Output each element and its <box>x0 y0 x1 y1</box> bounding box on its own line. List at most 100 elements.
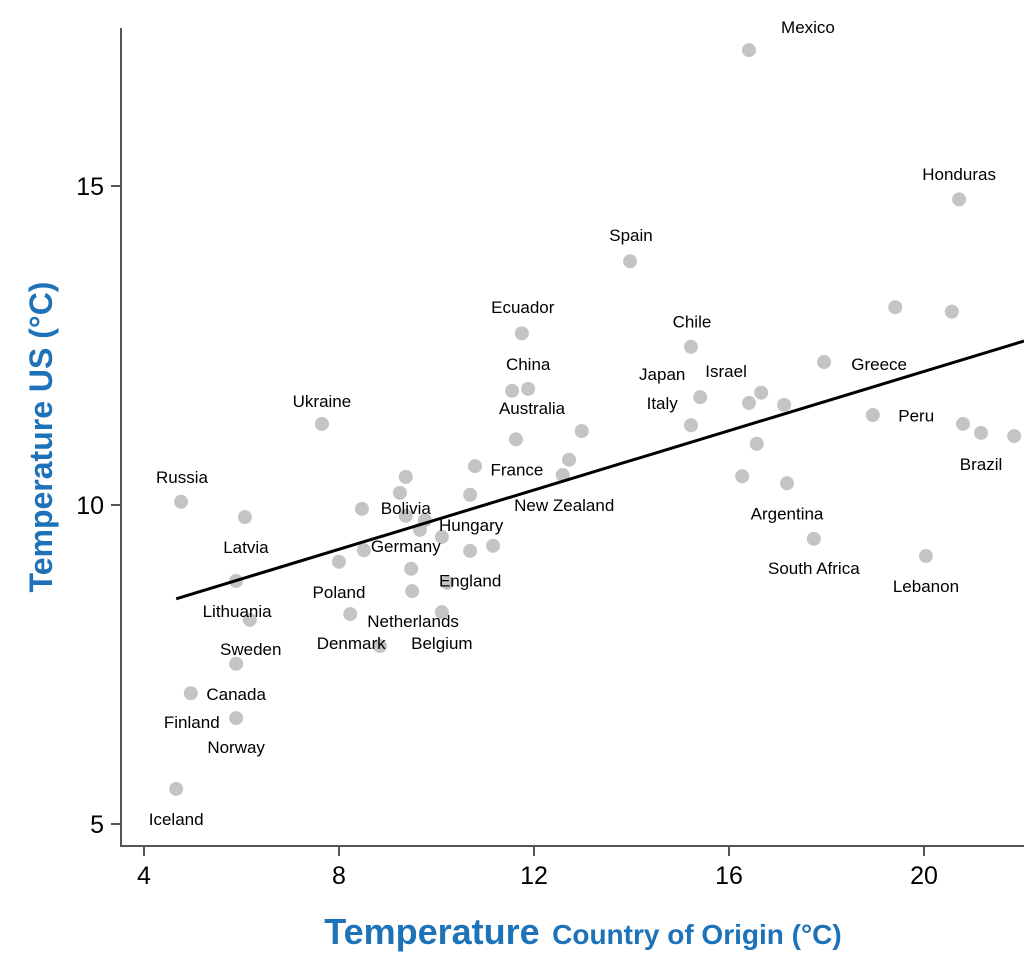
data-point <box>398 508 413 523</box>
data-point <box>562 452 577 467</box>
point-label: Israel <box>705 362 747 381</box>
data-point <box>356 543 371 558</box>
point-label: Italy <box>647 394 679 413</box>
point-label: Denmark <box>317 634 386 653</box>
data-point <box>952 192 967 207</box>
data-point <box>392 485 407 500</box>
point-label: Argentina <box>751 504 824 523</box>
x-tick-label: 16 <box>715 862 743 890</box>
data-point <box>735 469 750 484</box>
data-point <box>683 418 698 433</box>
data-point <box>956 416 970 431</box>
data-point <box>405 584 420 599</box>
data-point <box>693 390 708 405</box>
y-tick-label: 5 <box>90 811 104 839</box>
data-point <box>463 487 478 502</box>
data-point <box>229 711 244 726</box>
data-point <box>918 549 933 564</box>
data-point <box>806 531 821 546</box>
ticks-layer: 4 8 12 16 20 5 10 15 <box>76 173 938 890</box>
point-label: Lebanon <box>893 577 959 596</box>
data-point <box>1007 429 1022 444</box>
data-point <box>777 397 792 412</box>
point-label: Lithuania <box>203 602 273 621</box>
point-label: Japan <box>639 365 685 384</box>
point-label: Spain <box>609 226 652 245</box>
data-point <box>749 436 764 451</box>
point-label: South Africa <box>768 559 860 578</box>
data-point <box>683 339 698 354</box>
point-label: Greece <box>851 355 907 374</box>
point-label: China <box>506 355 551 374</box>
point-label: Ecuador <box>491 298 555 317</box>
data-point <box>434 529 449 544</box>
data-point <box>372 638 387 653</box>
point-label: New Zealand <box>514 496 614 515</box>
labels-layer: Mexico Honduras Spain Ecuador Chile Greece Chi… <box>149 18 1003 829</box>
point-label: Russia <box>156 468 209 487</box>
points-layer <box>169 43 1022 796</box>
point-label: Poland <box>313 583 366 602</box>
point-label: Canada <box>206 685 266 704</box>
data-point <box>508 432 523 447</box>
point-label: Belgium <box>411 634 472 653</box>
data-point <box>521 381 536 396</box>
data-point <box>314 416 329 431</box>
data-point <box>505 383 520 398</box>
point-label: Honduras <box>922 165 996 184</box>
data-point <box>332 554 346 569</box>
data-point <box>574 423 589 438</box>
data-point <box>741 395 756 410</box>
point-label: Netherlands <box>367 612 459 631</box>
data-point <box>440 575 455 590</box>
y-tick-label: 15 <box>76 173 104 201</box>
data-point <box>398 469 413 484</box>
data-point <box>354 501 369 516</box>
point-label: Hungary <box>439 516 504 535</box>
x-tick-label: 4 <box>137 862 151 890</box>
data-point <box>229 656 244 671</box>
point-label: Mexico <box>781 18 835 37</box>
point-label: Norway <box>207 738 265 757</box>
x-axis-title-sub: Country of Origin (°C) <box>552 919 842 950</box>
point-label: Brazil <box>960 455 1003 474</box>
data-point <box>780 476 795 491</box>
data-point <box>817 355 832 370</box>
data-point <box>741 43 756 58</box>
data-point <box>974 425 989 440</box>
data-point <box>463 543 478 558</box>
data-point <box>623 254 638 269</box>
data-point <box>754 385 769 400</box>
data-point <box>174 494 189 509</box>
point-label: Bolivia <box>381 499 432 518</box>
x-tick-label: 12 <box>520 862 548 890</box>
data-point <box>944 304 959 319</box>
x-axis-title: Temperature Country of Origin (°C) <box>324 911 841 952</box>
point-label: Germany <box>371 537 441 556</box>
data-point <box>468 459 483 474</box>
point-label: Chile <box>673 312 712 331</box>
data-point <box>404 561 419 576</box>
x-axis-title-main: Temperature <box>324 911 539 952</box>
point-label: Ukraine <box>293 392 352 411</box>
x-tick-label: 8 <box>332 862 346 890</box>
data-point <box>434 605 449 620</box>
data-point <box>237 510 252 525</box>
data-point <box>242 612 257 627</box>
point-label: Australia <box>499 399 566 418</box>
data-point <box>888 300 903 315</box>
point-label: Peru <box>898 407 934 426</box>
point-label: France <box>490 460 543 479</box>
point-label: England <box>439 571 501 590</box>
data-point <box>343 607 358 622</box>
x-tick-label: 20 <box>910 862 938 890</box>
data-point <box>183 686 198 701</box>
y-axis-title: Temperature US (°C) <box>23 282 59 593</box>
fit-line <box>175 339 1024 601</box>
data-point <box>169 781 184 796</box>
data-point <box>865 408 880 423</box>
y-tick-label: 10 <box>76 492 104 520</box>
point-label: Finland <box>164 713 220 732</box>
point-label: Latvia <box>223 538 269 557</box>
